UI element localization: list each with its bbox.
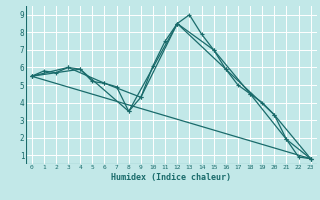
X-axis label: Humidex (Indice chaleur): Humidex (Indice chaleur) — [111, 173, 231, 182]
